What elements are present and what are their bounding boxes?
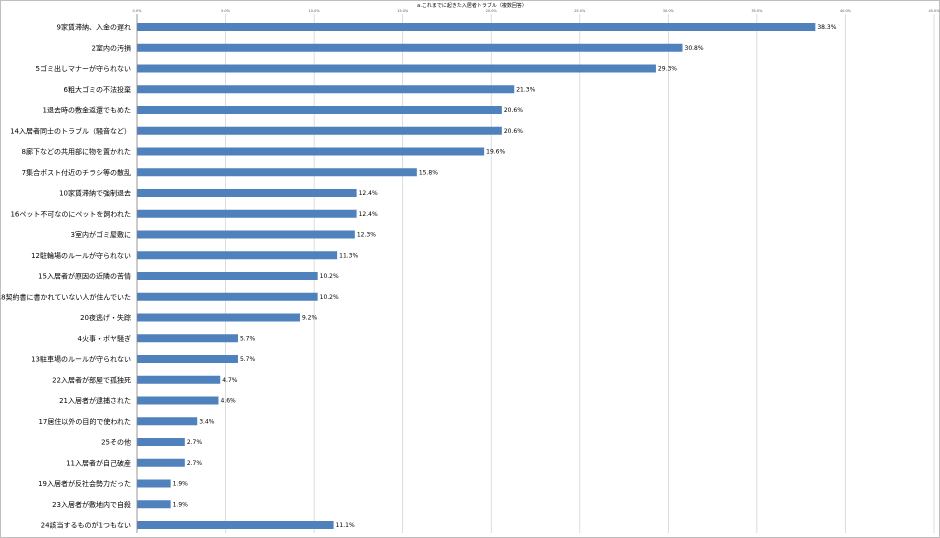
bar — [137, 230, 355, 239]
x-tick-label: 15.0% — [397, 9, 409, 13]
bar — [137, 23, 816, 31]
x-tick-label: 20.0% — [486, 9, 498, 13]
bar — [137, 147, 485, 156]
value-label: 2.7% — [187, 460, 203, 467]
value-label: 4.6% — [220, 398, 236, 405]
bar — [137, 355, 238, 363]
value-label: 12.4% — [359, 211, 378, 218]
category-label: 3室内がゴミ屋敷に — [71, 230, 131, 239]
chart-title: a.これまでに起きた入居者トラブル（複数回答） — [417, 2, 527, 9]
x-tick-label: 5.0% — [221, 9, 231, 13]
value-label: 1.9% — [173, 481, 189, 488]
bar — [137, 189, 357, 197]
category-label: 9家賃滞納、入金の遅れ — [57, 23, 131, 32]
value-label: 21.3% — [516, 86, 535, 93]
category-labels: 9家賃滞納、入金の遅れ 2室内の汚損 5ゴミ出しマナーが守られない 6粗大ゴミの不法投… — [0, 23, 131, 530]
bar — [137, 396, 219, 405]
value-label: 2.7% — [187, 439, 203, 446]
bar — [137, 375, 221, 384]
bar — [137, 334, 238, 343]
bar — [137, 64, 656, 73]
category-label: 20夜逃げ・失踪 — [80, 313, 131, 322]
bar — [137, 292, 318, 301]
value-label: 11.1% — [336, 522, 355, 529]
value-label: 10.2% — [320, 294, 339, 301]
value-label: 11.3% — [339, 252, 358, 259]
bar — [137, 126, 502, 135]
bar — [137, 85, 515, 94]
category-label: 14入居者同士のトラブル（騒音など） — [10, 126, 131, 135]
category-label: 8廊下などの共用部に物を置かれた — [22, 147, 131, 156]
bar — [137, 43, 683, 52]
value-labels: 38.3% 30.8% 29.3% 21.3% 20.6% 20.6% 19.6% 15.8%… — [173, 24, 837, 529]
value-label: 3.4% — [199, 418, 215, 425]
x-tick-label: 45.0% — [928, 9, 940, 13]
value-label: 4.7% — [222, 377, 238, 384]
value-label: 10.2% — [320, 273, 339, 280]
value-label: 29.3% — [658, 66, 677, 73]
x-tick-label: 10.0% — [309, 9, 321, 13]
category-label: 10家賃滞納で強制退去 — [59, 189, 131, 198]
category-label: 11入居者が自己破産 — [66, 458, 131, 467]
value-label: 12.4% — [359, 190, 378, 197]
bars — [137, 23, 816, 529]
category-label: 2室内の汚損 — [92, 43, 131, 52]
value-label: 20.6% — [504, 107, 523, 114]
category-label: 1退去時の敷金返還でもめた — [43, 106, 131, 115]
category-label: 21入居者が逮捕された — [59, 396, 131, 405]
category-label: 25その他 — [101, 438, 131, 447]
bar — [137, 313, 300, 322]
value-label: 30.8% — [685, 45, 704, 52]
bar — [137, 521, 334, 529]
category-label: 17居住以外の目的で使われた — [38, 417, 131, 426]
category-label: 7集合ポスト付近のチラシ等の散乱 — [22, 168, 131, 177]
x-tick-label: 25.0% — [574, 9, 586, 13]
bar — [137, 458, 185, 467]
bar — [137, 272, 318, 280]
value-label: 5.7% — [240, 356, 256, 363]
value-label: 19.6% — [486, 149, 505, 156]
x-tick-label: 0.0% — [133, 9, 143, 13]
category-label: 16ペット不可なのにペットを飼われた — [10, 209, 131, 218]
category-label: 12駐輪場のルールが守られない — [31, 251, 131, 260]
value-label: 1.9% — [173, 501, 189, 508]
value-label: 15.8% — [419, 169, 438, 176]
bar — [137, 500, 171, 509]
category-label: 13駐車場のルールが守られない — [31, 355, 131, 364]
category-label: 19入居者が反社会勢力だった — [38, 479, 131, 488]
category-label: 4火事・ボヤ騒ぎ — [78, 334, 131, 343]
category-label: 22入居者が部屋で孤独死 — [52, 375, 131, 384]
category-label: 24該当するものが1つもない — [41, 521, 131, 530]
category-label: 18契約書に書かれていない人が住んでいた — [0, 292, 131, 301]
x-tick-label: 40.0% — [840, 9, 852, 13]
category-label: 23入居者が敷地内で自殺 — [52, 500, 131, 509]
bar — [137, 479, 171, 488]
value-label: 20.6% — [504, 128, 523, 135]
category-label: 15入居者が原因の近隣の苦情 — [38, 272, 131, 281]
bar — [137, 209, 357, 218]
value-label: 12.3% — [357, 232, 376, 239]
bar — [137, 251, 338, 260]
bar — [137, 106, 502, 114]
value-label: 9.2% — [302, 315, 318, 322]
value-label: 5.7% — [240, 335, 256, 342]
bar — [137, 438, 185, 446]
category-label: 5ゴミ出しマナーが守られない — [36, 64, 131, 73]
x-tick-label: 30.0% — [663, 9, 675, 13]
bar — [137, 417, 198, 426]
value-label: 38.3% — [817, 24, 836, 31]
category-label: 6粗大ゴミの不法投棄 — [64, 85, 131, 94]
bar — [137, 168, 417, 177]
x-axis-ticks: 0.0% 5.0% 10.0% 15.0% 20.0% 25.0% 30.0% 35.0% 40… — [133, 9, 940, 13]
x-tick-label: 35.0% — [751, 9, 763, 13]
